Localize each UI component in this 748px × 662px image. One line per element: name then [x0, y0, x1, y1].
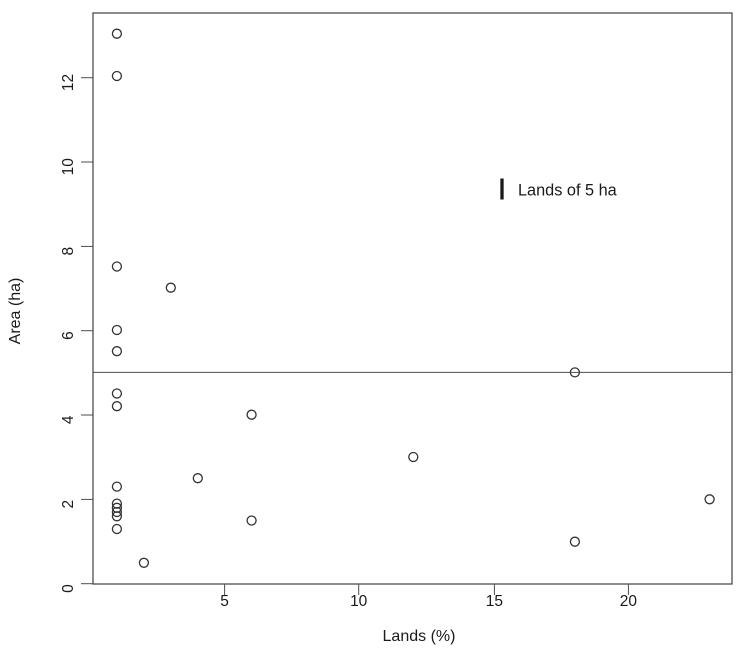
svg-text:10: 10	[350, 593, 368, 610]
svg-text:4: 4	[60, 415, 77, 424]
svg-text:Area (ha): Area (ha)	[7, 278, 24, 345]
svg-text:2: 2	[60, 500, 77, 509]
svg-text:10: 10	[60, 158, 77, 176]
svg-text:5: 5	[220, 593, 229, 610]
svg-text:6: 6	[60, 331, 77, 340]
svg-text:Lands of 5 ha: Lands of 5 ha	[518, 182, 618, 200]
svg-text:12: 12	[60, 74, 77, 91]
svg-text:8: 8	[60, 247, 77, 256]
svg-text:Lands (%): Lands (%)	[383, 628, 456, 645]
svg-text:15: 15	[486, 593, 503, 610]
svg-text:0: 0	[60, 584, 77, 593]
svg-text:20: 20	[620, 593, 638, 610]
